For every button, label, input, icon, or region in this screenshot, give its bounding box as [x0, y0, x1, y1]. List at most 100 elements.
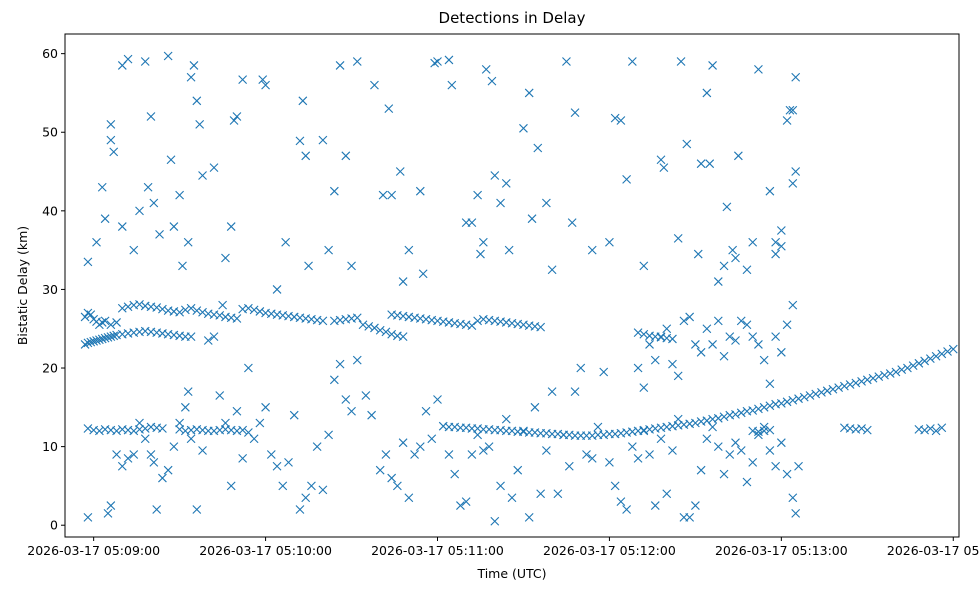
data-point [656, 332, 666, 341]
data-point [83, 512, 93, 522]
data-point [370, 323, 379, 333]
data-point [599, 367, 609, 377]
data-point [258, 75, 268, 84]
data-point [673, 233, 683, 243]
x-tick-label: 2026-03-17 05:10:00 [199, 543, 332, 558]
data-point [524, 512, 534, 522]
data-point [782, 397, 792, 407]
data-point [209, 332, 219, 341]
data-point [776, 241, 786, 251]
data-point [862, 375, 872, 385]
data-point [467, 321, 477, 330]
chart-title: Detections in Delay [439, 9, 586, 27]
data-point [564, 461, 574, 471]
data-point [318, 135, 328, 145]
data-point [713, 442, 723, 452]
data-point [186, 332, 196, 341]
data-point [748, 332, 758, 341]
data-point [696, 347, 706, 357]
y-tick-label: 30 [42, 282, 58, 297]
data-point [567, 218, 577, 228]
data-point [97, 334, 107, 344]
data-point [754, 430, 763, 440]
data-point [645, 450, 654, 459]
data-point [668, 359, 677, 369]
data-point [547, 387, 557, 396]
data-point [123, 454, 133, 463]
data-point [158, 424, 167, 433]
data-point [713, 316, 723, 326]
data-point [650, 355, 660, 365]
data-point [329, 186, 339, 196]
data-point [166, 155, 176, 165]
data-point [891, 367, 901, 377]
data-point [754, 340, 763, 349]
y-tick-label: 50 [42, 125, 58, 140]
data-point [444, 450, 454, 459]
data-point [639, 261, 649, 271]
data-point [868, 373, 878, 383]
data-point [693, 249, 703, 259]
data-point [484, 442, 494, 452]
data-point [490, 171, 500, 180]
data-point [447, 80, 457, 90]
data-point [627, 57, 637, 66]
data-point [811, 389, 821, 399]
data-point [398, 332, 408, 341]
data-point [487, 76, 497, 86]
data-point [94, 335, 104, 345]
y-axis-label: Bistatic Delay (km) [15, 226, 30, 345]
data-point [685, 312, 695, 322]
data-point [639, 426, 649, 436]
data-point [284, 457, 293, 467]
data-point [791, 509, 801, 518]
data-point [146, 112, 156, 121]
data-point [785, 105, 795, 115]
data-point [736, 316, 746, 326]
data-point [679, 316, 689, 326]
data-point [83, 257, 93, 267]
data-point [398, 277, 408, 286]
data-point [169, 222, 179, 231]
data-point [117, 303, 127, 313]
data-point [771, 332, 781, 341]
data-point [759, 402, 769, 412]
data-point [519, 123, 528, 133]
data-point [920, 425, 930, 435]
data-point [129, 450, 139, 459]
data-point [524, 88, 534, 98]
data-point [673, 371, 683, 381]
data-point [129, 245, 139, 255]
data-point [367, 410, 376, 420]
data-point [713, 413, 723, 423]
data-point [639, 383, 649, 393]
data-point [341, 395, 351, 404]
data-point [312, 442, 322, 452]
data-point [754, 64, 763, 74]
data-point [765, 186, 775, 196]
data-point [719, 351, 729, 361]
data-point [249, 434, 259, 444]
data-point [180, 402, 190, 412]
data-point [261, 80, 270, 90]
data-point [771, 249, 781, 259]
data-point [261, 402, 270, 412]
data-point [203, 336, 213, 345]
data-point [943, 347, 952, 356]
data-point [616, 497, 626, 507]
data-point [155, 230, 164, 239]
data-point [318, 485, 328, 495]
data-point [702, 434, 712, 444]
data-point [86, 310, 96, 319]
data-point [605, 457, 614, 467]
data-point [100, 214, 110, 224]
data-point [387, 190, 397, 200]
data-point [461, 497, 471, 507]
data-point [398, 438, 408, 448]
data-point [195, 119, 205, 129]
data-point [381, 327, 391, 337]
data-point [748, 237, 758, 247]
data-point [341, 151, 351, 161]
data-point [112, 426, 121, 436]
data-point [656, 155, 666, 165]
